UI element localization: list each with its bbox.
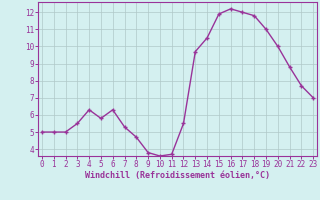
X-axis label: Windchill (Refroidissement éolien,°C): Windchill (Refroidissement éolien,°C) [85,171,270,180]
